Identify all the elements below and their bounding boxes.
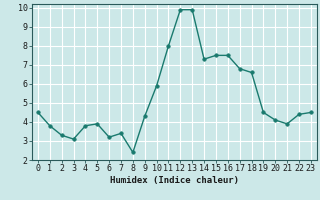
X-axis label: Humidex (Indice chaleur): Humidex (Indice chaleur) [110,176,239,185]
